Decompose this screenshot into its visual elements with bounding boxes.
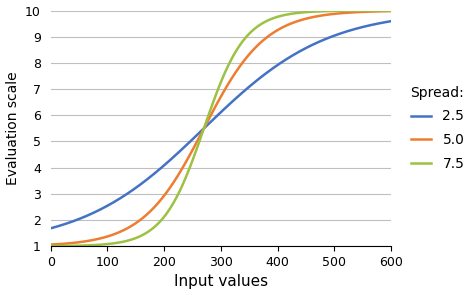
7.5 <box>316 10 322 13</box>
5.0 <box>378 9 384 13</box>
Line: 5.0: 5.0 <box>51 11 391 245</box>
2.5 <box>204 123 210 127</box>
Y-axis label: Evaluation scale: Evaluation scale <box>6 72 20 185</box>
5.0 <box>48 243 54 246</box>
5.0 <box>65 242 71 245</box>
7.5 <box>378 9 384 12</box>
Legend: 2.5, 5.0, 7.5: 2.5, 5.0, 7.5 <box>405 80 470 176</box>
2.5 <box>388 19 394 23</box>
2.5 <box>65 221 71 225</box>
7.5 <box>388 9 394 12</box>
2.5 <box>48 227 54 230</box>
Line: 7.5: 7.5 <box>51 11 391 246</box>
5.0 <box>378 9 384 13</box>
X-axis label: Input values: Input values <box>174 274 268 289</box>
Line: 2.5: 2.5 <box>51 21 391 228</box>
5.0 <box>388 9 394 13</box>
2.5 <box>316 40 322 44</box>
5.0 <box>204 120 210 124</box>
2.5 <box>378 21 384 25</box>
7.5 <box>204 117 210 121</box>
7.5 <box>48 244 54 248</box>
7.5 <box>378 9 384 12</box>
5.0 <box>316 14 322 18</box>
7.5 <box>213 92 219 96</box>
7.5 <box>65 244 71 248</box>
2.5 <box>378 21 384 25</box>
5.0 <box>213 103 219 107</box>
2.5 <box>213 115 219 118</box>
